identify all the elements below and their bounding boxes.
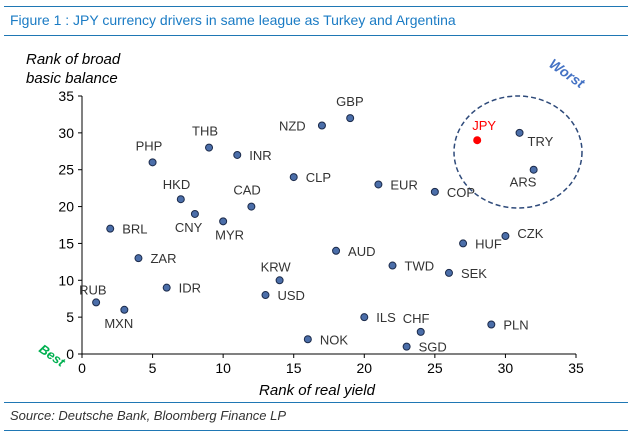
point-label-czk: CZK	[517, 226, 543, 241]
point-label-krw: KRW	[261, 259, 292, 274]
x-axis-title: Rank of real yield	[259, 382, 376, 399]
point-jpy	[473, 136, 482, 145]
x-tick-label: 25	[427, 360, 443, 376]
point-label-idr: IDR	[179, 281, 201, 296]
best-annotation: Best	[36, 341, 68, 370]
point-label-php: PHP	[136, 138, 163, 153]
point-chf	[416, 327, 425, 336]
figure-title-bar: Figure 1 : JPY currency drivers in same …	[4, 6, 628, 36]
point-huf	[459, 239, 468, 248]
point-try	[515, 128, 524, 137]
point-nok	[303, 335, 312, 344]
point-krw	[275, 276, 284, 285]
x-tick-label: 5	[149, 360, 157, 376]
source-note: Source: Deutsche Bank, Bloomberg Finance…	[10, 408, 287, 423]
point-pln	[487, 320, 496, 329]
scatter-chart: 0 5 10 15 20 25 30 35 0 5 10 15 20 25 30 35 Rank of real…	[26, 51, 589, 399]
point-label-ars: ARS	[510, 175, 537, 190]
point-label-eur: EUR	[390, 177, 417, 192]
point-sgd	[402, 342, 411, 351]
figure-frame: Figure 1 : JPY currency drivers in same …	[4, 6, 628, 431]
point-rub	[92, 298, 101, 307]
point-aud	[332, 246, 341, 255]
point-label-chf: CHF	[403, 311, 430, 326]
y-tick-label: 10	[58, 272, 74, 288]
point-label-inr: INR	[249, 148, 271, 163]
point-label-hkd: HKD	[163, 177, 190, 192]
point-thb	[205, 143, 214, 152]
point-czk	[501, 232, 510, 241]
point-brl	[106, 224, 115, 233]
y-axis-title-line: Rank of broad	[26, 51, 121, 68]
point-label-jpy: JPY	[472, 118, 496, 133]
y-axis-title-line: basic balance	[26, 70, 118, 87]
point-clp	[289, 173, 298, 182]
point-zar	[134, 254, 143, 263]
worst-ellipse	[453, 95, 583, 209]
x-tick-label: 0	[78, 360, 86, 376]
point-sek	[444, 268, 453, 277]
point-label-ils: ILS	[376, 310, 396, 325]
x-tick-label: 20	[356, 360, 372, 376]
x-tick-label: 10	[215, 360, 231, 376]
point-cop	[430, 187, 439, 196]
point-label-myr: MYR	[215, 227, 244, 242]
point-label-nok: NOK	[320, 332, 349, 347]
point-label-huf: HUF	[475, 236, 502, 251]
point-idr	[162, 283, 171, 292]
point-label-mxn: MXN	[104, 316, 133, 331]
point-label-twd: TWD	[405, 259, 435, 274]
y-tick-label: 25	[58, 162, 74, 178]
point-label-sgd: SGD	[419, 340, 447, 355]
point-label-try: TRY	[528, 134, 554, 149]
point-php	[148, 158, 157, 167]
point-label-pln: PLN	[503, 318, 528, 333]
x-tick-label: 15	[286, 360, 302, 376]
point-usd	[261, 291, 270, 300]
point-label-cop: COP	[447, 185, 475, 200]
y-tick-label: 15	[58, 235, 74, 251]
x-tick-label: 35	[568, 360, 584, 376]
point-twd	[388, 261, 397, 270]
point-myr	[219, 217, 228, 226]
source-bar: Source: Deutsche Bank, Bloomberg Finance…	[4, 402, 628, 431]
point-cad	[247, 202, 256, 211]
point-gbp	[346, 114, 355, 123]
y-tick-label: 0	[66, 346, 74, 362]
y-tick-label: 35	[58, 88, 74, 104]
point-label-cny: CNY	[175, 220, 203, 235]
point-mxn	[120, 305, 129, 314]
point-inr	[233, 150, 242, 159]
y-tick-label: 5	[66, 309, 74, 325]
figure-title: Figure 1 : JPY currency drivers in same …	[10, 12, 456, 28]
point-label-thb: THB	[192, 124, 218, 139]
point-label-nzd: NZD	[279, 118, 306, 133]
point-label-rub: RUB	[79, 282, 106, 297]
point-label-gbp: GBP	[336, 94, 363, 109]
point-nzd	[317, 121, 326, 130]
point-label-aud: AUD	[348, 244, 375, 259]
point-ils	[360, 313, 369, 322]
point-label-usd: USD	[277, 288, 304, 303]
point-label-brl: BRL	[122, 222, 147, 237]
point-label-clp: CLP	[306, 170, 331, 185]
point-label-cad: CAD	[233, 183, 260, 198]
point-label-zar: ZAR	[150, 251, 176, 266]
point-eur	[374, 180, 383, 189]
point-cny	[190, 209, 199, 218]
point-ars	[529, 165, 538, 174]
y-tick-label: 20	[58, 199, 74, 215]
worst-annotation: Worst	[546, 55, 589, 91]
x-tick-label: 30	[498, 360, 514, 376]
point-hkd	[176, 195, 185, 204]
point-label-sek: SEK	[461, 266, 487, 281]
y-tick-label: 30	[58, 125, 74, 141]
